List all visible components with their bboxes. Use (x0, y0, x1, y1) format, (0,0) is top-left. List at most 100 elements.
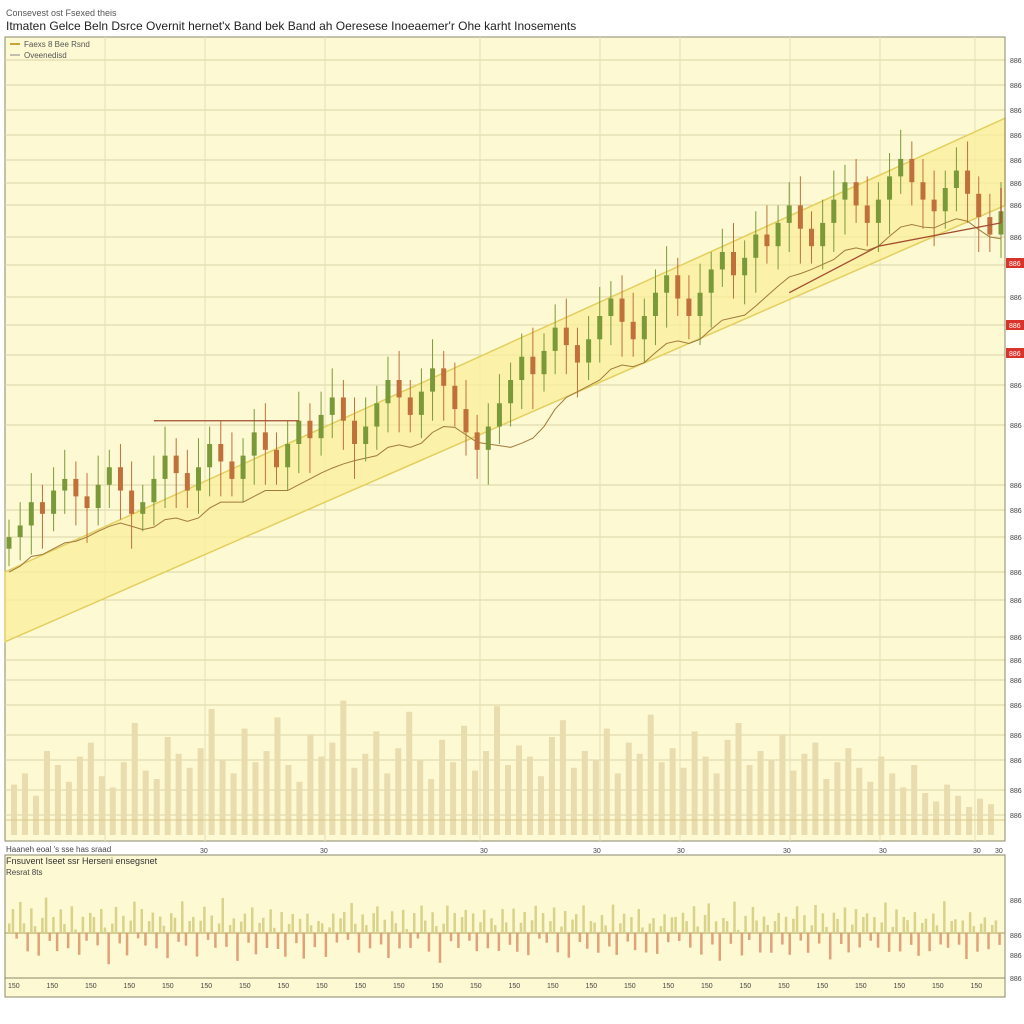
oscillator-bar (770, 933, 773, 953)
candle-body (842, 182, 848, 200)
oscillator-bar (523, 911, 526, 933)
lower-x-tick-label: 150 (47, 983, 59, 990)
lower-x-tick-label: 150 (355, 983, 367, 990)
lower-x-tick-label: 150 (162, 983, 174, 990)
oscillator-bar (921, 922, 924, 933)
oscillator-bar (902, 917, 906, 933)
oscillator-bar (876, 933, 880, 948)
oscillator-bar (994, 920, 998, 933)
candle-body (463, 409, 469, 433)
oscillator-bar (556, 933, 560, 953)
oscillator-bar (368, 933, 372, 949)
volume-bar (208, 709, 215, 835)
osc-y-tick-label: 886 (1010, 898, 1022, 905)
candle-body (418, 391, 424, 415)
candle-body (195, 467, 201, 491)
candle-body (151, 478, 157, 503)
volume-bar (834, 762, 841, 835)
oscillator-bar (655, 933, 659, 954)
oscillator-bar (192, 916, 195, 933)
volume-bar (472, 770, 479, 835)
volume-bar (801, 753, 808, 835)
moving-average-line (8, 218, 1002, 573)
oscillator-bar (118, 933, 121, 944)
oscillator-bar (225, 933, 228, 947)
lower-x-tick-label: 150 (971, 983, 983, 990)
oscillator-bar (814, 905, 817, 933)
y-tick-label: 886 (1010, 133, 1022, 140)
oscillator-bar (144, 933, 147, 946)
volume-bar (21, 773, 28, 835)
volume-bar (735, 723, 742, 835)
candle-body (864, 205, 870, 223)
oscillator-bar (854, 909, 858, 933)
volume-bar (713, 773, 720, 835)
oscillator-bar (648, 923, 652, 933)
oscillator-bar (346, 933, 350, 940)
volume-bar (922, 793, 929, 835)
oscillator-bar (398, 933, 401, 949)
candle-body (285, 444, 291, 468)
candle-body (251, 432, 257, 456)
candle-body (396, 380, 402, 398)
oscillator-bar (729, 933, 733, 944)
main-panel-bg (4, 36, 1006, 842)
oscillator-bar (549, 921, 552, 933)
oscillator-bar (122, 915, 125, 933)
y-tick-label: 886 (1010, 383, 1022, 390)
oscillator-bar (390, 911, 394, 933)
volume-bar (768, 759, 775, 835)
candle-body (586, 339, 592, 363)
oscillator-bar (527, 933, 530, 956)
oscillator-bar (100, 909, 103, 933)
oscillator-bar (177, 933, 180, 942)
lower-x-tick-label: 150 (509, 983, 521, 990)
y-tick-label: 886 (1010, 758, 1022, 765)
oscillator-bar (66, 933, 70, 949)
oscillator-bar (30, 908, 33, 933)
candle-body (786, 205, 792, 223)
volume-bar (186, 767, 193, 835)
oscillator-bar (917, 933, 920, 956)
candle-body (875, 199, 881, 223)
volume-bar (856, 767, 863, 835)
x-tick-label: 30 (677, 848, 685, 855)
candle-body (106, 467, 112, 485)
candle-body (708, 269, 714, 293)
oscillator-bar (847, 933, 850, 953)
oscillator-bar (287, 923, 291, 933)
oscillator-bar (578, 933, 582, 943)
volume-bar (274, 717, 281, 835)
lower-x-tick-label: 150 (586, 983, 598, 990)
candle-body (630, 321, 636, 340)
candle-body (541, 350, 547, 375)
oscillator-bar (538, 933, 541, 939)
volume-bars (5, 700, 1005, 835)
volume-bar (494, 706, 501, 835)
lower-x-tick-label: 150 (817, 983, 829, 990)
volume-bar (900, 787, 907, 835)
oscillator-bar (221, 897, 225, 933)
oscillator-bar (873, 917, 876, 933)
volume-bar (43, 751, 50, 835)
lower-pane-label: Haaneh eoal 's sse has sraad (6, 845, 111, 854)
oscillator-bar (880, 922, 884, 933)
oscillator-bar (762, 916, 766, 933)
oscillator-bar (203, 906, 206, 933)
volume-bar (296, 781, 303, 835)
lower-x-tick-label: 150 (85, 983, 97, 990)
oscillator-bar (663, 914, 666, 933)
volume-bar (285, 765, 292, 835)
oscillator-bar (968, 912, 972, 933)
oscillator-bar (394, 923, 398, 933)
lower-x-tick-label: 150 (201, 983, 213, 990)
volume-bar (65, 781, 72, 835)
oscillator-bar (331, 913, 335, 933)
oscillator-bar (714, 921, 718, 933)
candle-body (563, 327, 569, 346)
oscillator-bar (324, 933, 328, 957)
oscillator-bar (954, 919, 957, 933)
oscillator-bar (365, 925, 368, 933)
oscillator-bar (512, 908, 515, 933)
oscillator-bar (681, 912, 685, 933)
